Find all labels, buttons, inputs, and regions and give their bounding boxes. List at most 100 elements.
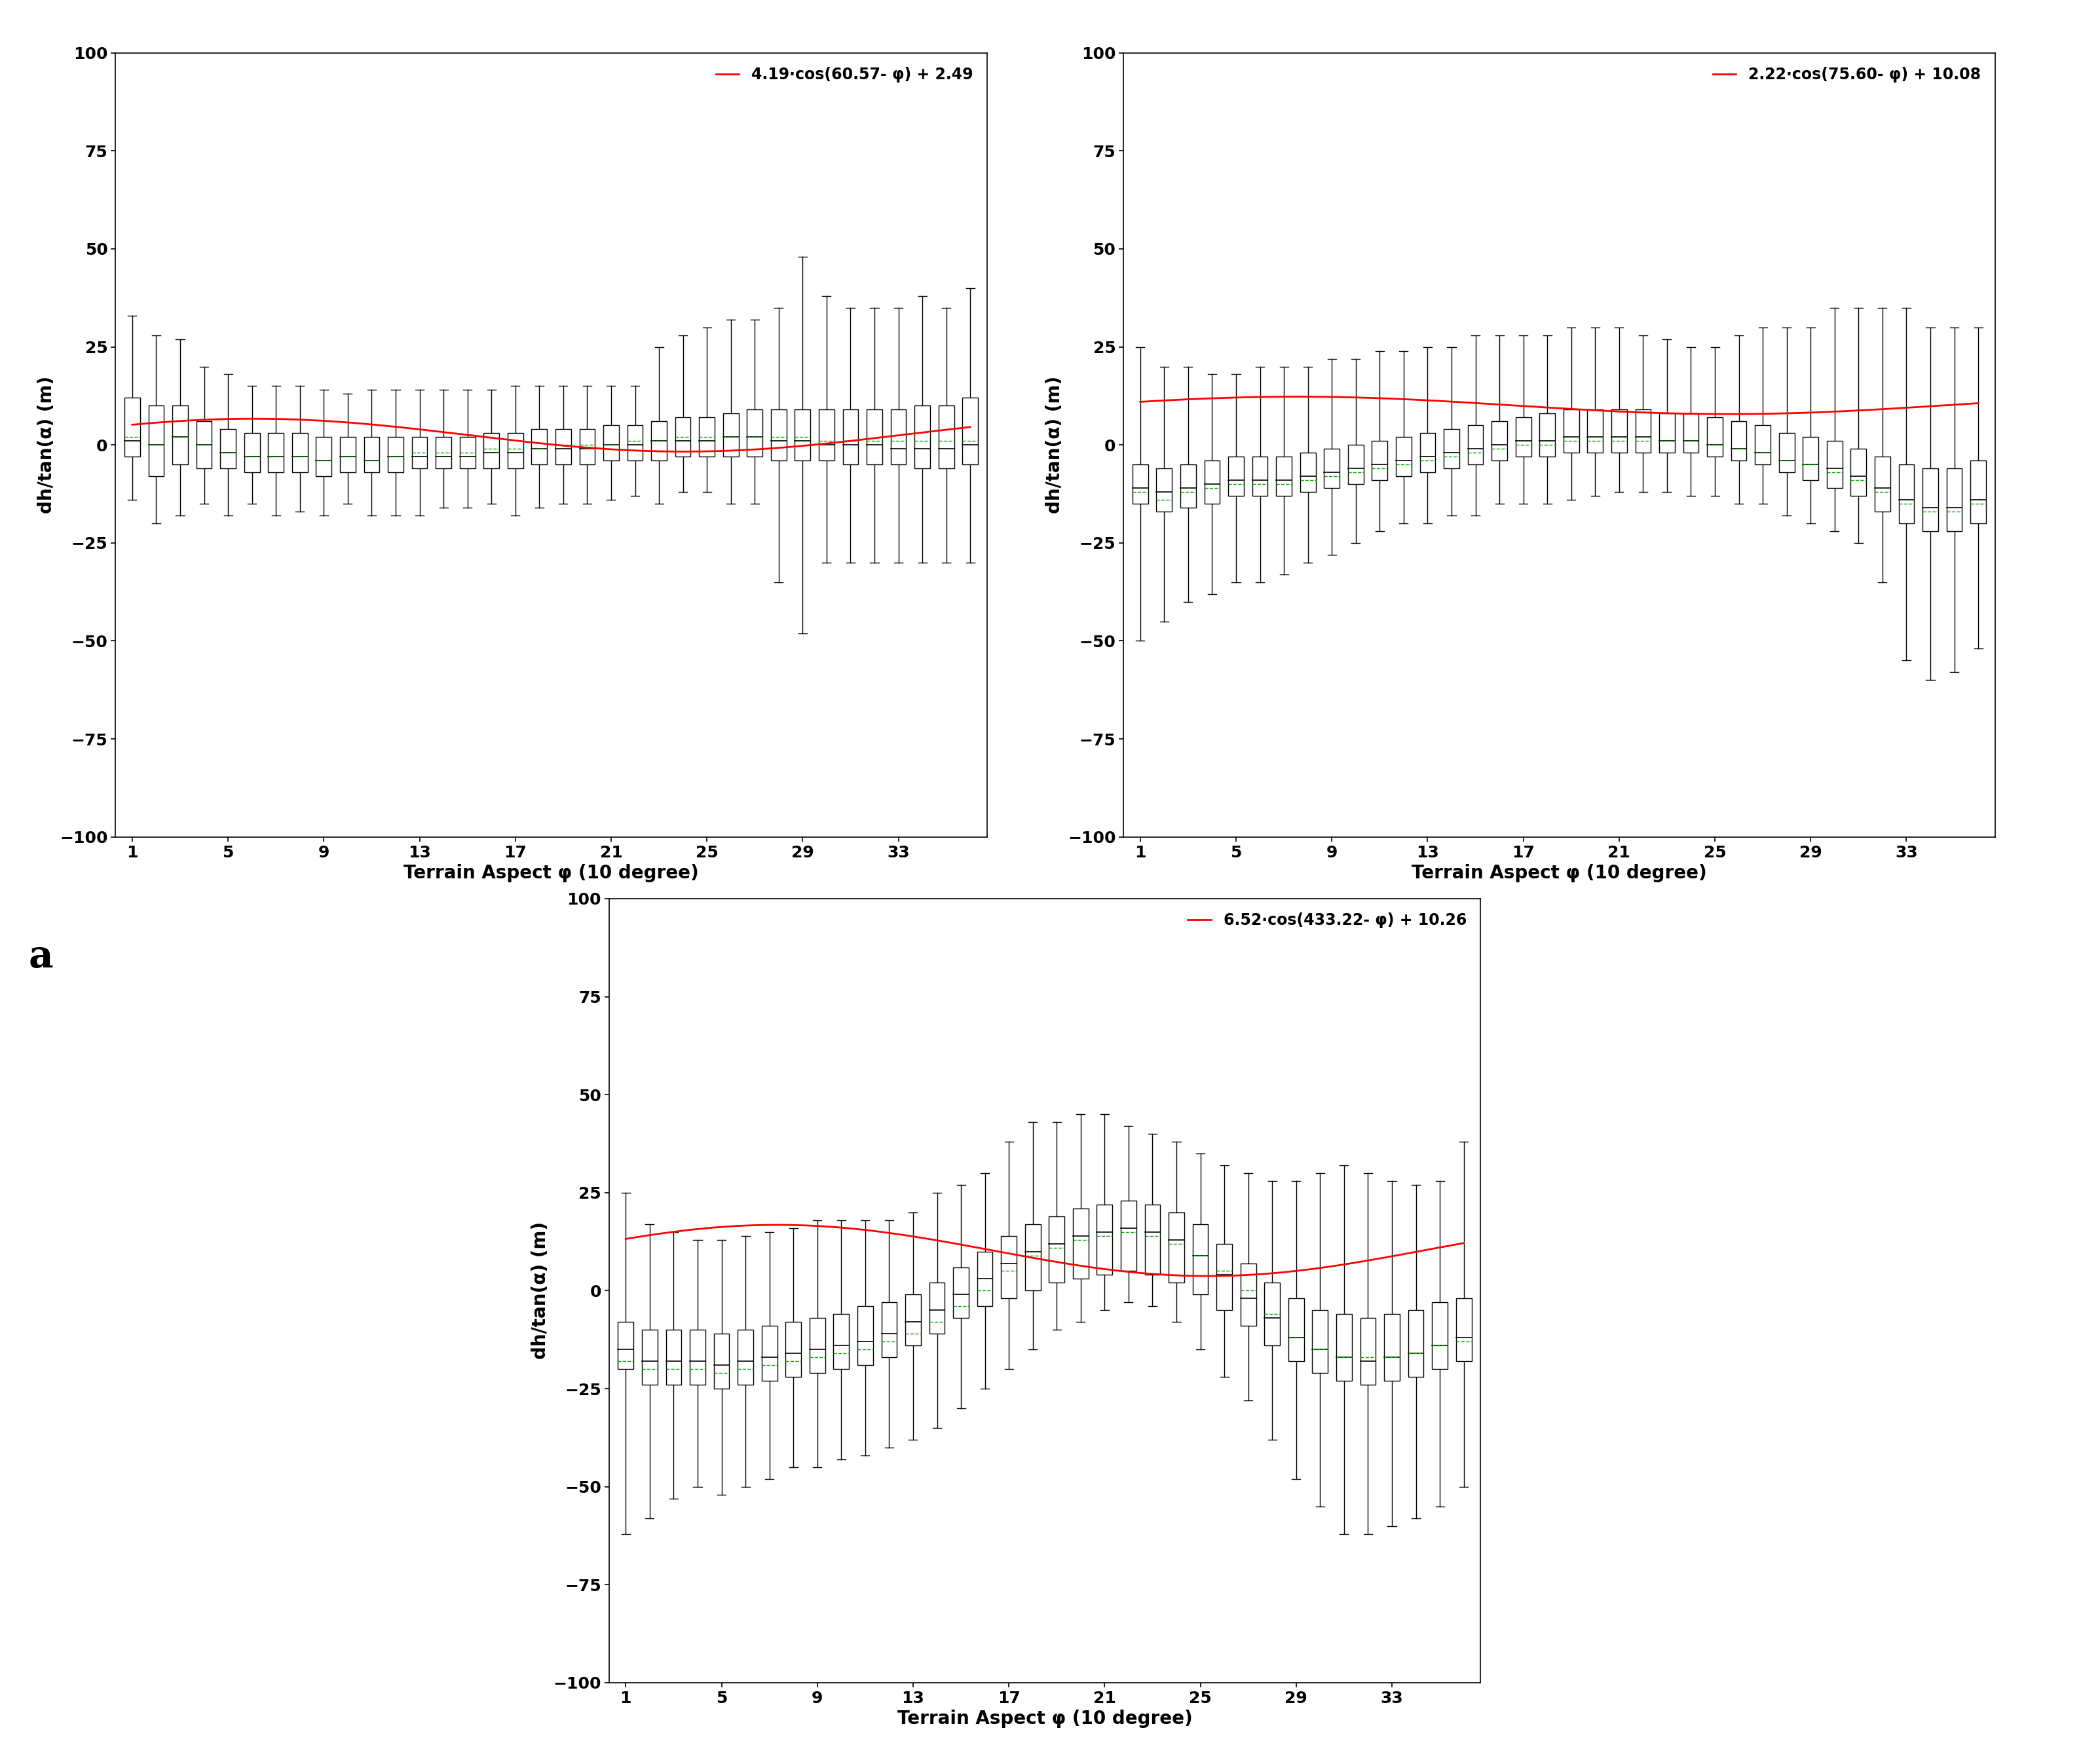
Bar — [220, 430, 235, 469]
Bar — [1850, 449, 1867, 495]
Bar — [819, 409, 834, 460]
Bar — [1277, 456, 1292, 495]
Bar — [435, 437, 451, 469]
Bar — [460, 437, 475, 469]
Bar — [1468, 425, 1483, 465]
Bar — [1048, 1216, 1065, 1283]
Bar — [1096, 1205, 1113, 1276]
Bar — [808, 1318, 825, 1373]
Bar — [1588, 409, 1602, 453]
Bar — [1636, 409, 1651, 453]
Bar — [1025, 1225, 1042, 1290]
Bar — [628, 425, 643, 460]
X-axis label: Terrain Aspect φ (10 degree): Terrain Aspect φ (10 degree) — [897, 1709, 1193, 1729]
Bar — [834, 1314, 848, 1369]
Bar — [1228, 456, 1243, 495]
Bar — [666, 1330, 680, 1385]
Bar — [124, 398, 141, 456]
Bar — [1409, 1311, 1424, 1376]
Bar — [643, 1330, 657, 1385]
Y-axis label: dh/tan(α) (m): dh/tan(α) (m) — [531, 1221, 550, 1360]
X-axis label: Terrain Aspect φ (10 degree): Terrain Aspect φ (10 degree) — [403, 863, 699, 883]
Bar — [1121, 1200, 1136, 1270]
Bar — [244, 433, 260, 472]
Bar — [882, 1302, 897, 1357]
Bar — [1371, 440, 1388, 481]
Bar — [1264, 1283, 1281, 1346]
Text: a: a — [29, 939, 52, 976]
Bar — [1203, 460, 1220, 504]
Bar — [412, 437, 426, 469]
Bar — [1947, 469, 1961, 530]
Bar — [483, 433, 500, 469]
Bar — [1562, 409, 1579, 453]
Legend: 6.52·cos(433.22- φ) + 10.26: 6.52·cos(433.22- φ) + 10.26 — [1182, 906, 1472, 934]
Bar — [554, 430, 571, 465]
Bar — [315, 437, 332, 476]
Bar — [1396, 437, 1411, 476]
Bar — [340, 437, 355, 472]
Bar — [737, 1330, 754, 1385]
Bar — [1804, 437, 1819, 481]
Bar — [1002, 1235, 1016, 1299]
Bar — [1707, 418, 1722, 456]
Bar — [1157, 469, 1172, 511]
Bar — [916, 405, 930, 469]
Bar — [269, 433, 284, 472]
Bar — [762, 1327, 777, 1381]
Bar — [905, 1295, 920, 1346]
Bar — [1443, 430, 1460, 469]
Bar — [1539, 414, 1556, 456]
Bar — [1361, 1318, 1376, 1385]
Bar — [890, 409, 907, 465]
Bar — [785, 1322, 800, 1376]
Bar — [531, 430, 548, 465]
Bar — [1300, 453, 1315, 492]
Bar — [1432, 1302, 1447, 1369]
Bar — [1491, 421, 1508, 460]
Bar — [962, 398, 979, 465]
Bar — [1611, 409, 1628, 453]
Bar — [1684, 414, 1699, 453]
Bar — [953, 1267, 968, 1318]
Legend: 4.19·cos(60.57- φ) + 2.49: 4.19·cos(60.57- φ) + 2.49 — [710, 60, 979, 88]
Bar — [1336, 1314, 1352, 1381]
Bar — [1193, 1225, 1207, 1295]
Y-axis label: dh/tan(α) (m): dh/tan(α) (m) — [1046, 375, 1065, 515]
Text: b: b — [1037, 939, 1063, 976]
Bar — [1875, 456, 1890, 511]
Bar — [939, 405, 953, 469]
Bar — [1073, 1209, 1088, 1279]
Bar — [1289, 1299, 1304, 1362]
Bar — [1516, 418, 1531, 456]
Bar — [1455, 1299, 1472, 1362]
Bar — [1144, 1205, 1161, 1276]
Bar — [1730, 421, 1747, 460]
Bar — [363, 437, 380, 472]
Bar — [689, 1330, 706, 1385]
Bar — [149, 405, 164, 476]
Bar — [771, 409, 788, 460]
Y-axis label: dh/tan(α) (m): dh/tan(α) (m) — [38, 375, 57, 515]
Bar — [722, 414, 739, 456]
Bar — [1659, 414, 1676, 453]
Bar — [603, 425, 620, 460]
Bar — [796, 409, 811, 460]
Bar — [1970, 460, 1987, 523]
Bar — [928, 1283, 945, 1334]
Bar — [1241, 1263, 1256, 1327]
Bar — [842, 409, 859, 465]
Bar — [1323, 449, 1340, 488]
Bar — [857, 1306, 874, 1366]
Bar — [676, 418, 691, 456]
Bar — [1384, 1314, 1401, 1381]
Bar — [1779, 433, 1796, 472]
Bar — [867, 409, 882, 465]
Bar — [651, 421, 668, 460]
Bar — [1420, 433, 1434, 472]
Bar — [1216, 1244, 1233, 1311]
X-axis label: Terrain Aspect φ (10 degree): Terrain Aspect φ (10 degree) — [1411, 863, 1707, 883]
Bar — [508, 433, 523, 469]
Bar — [195, 421, 212, 469]
Bar — [1827, 440, 1842, 488]
